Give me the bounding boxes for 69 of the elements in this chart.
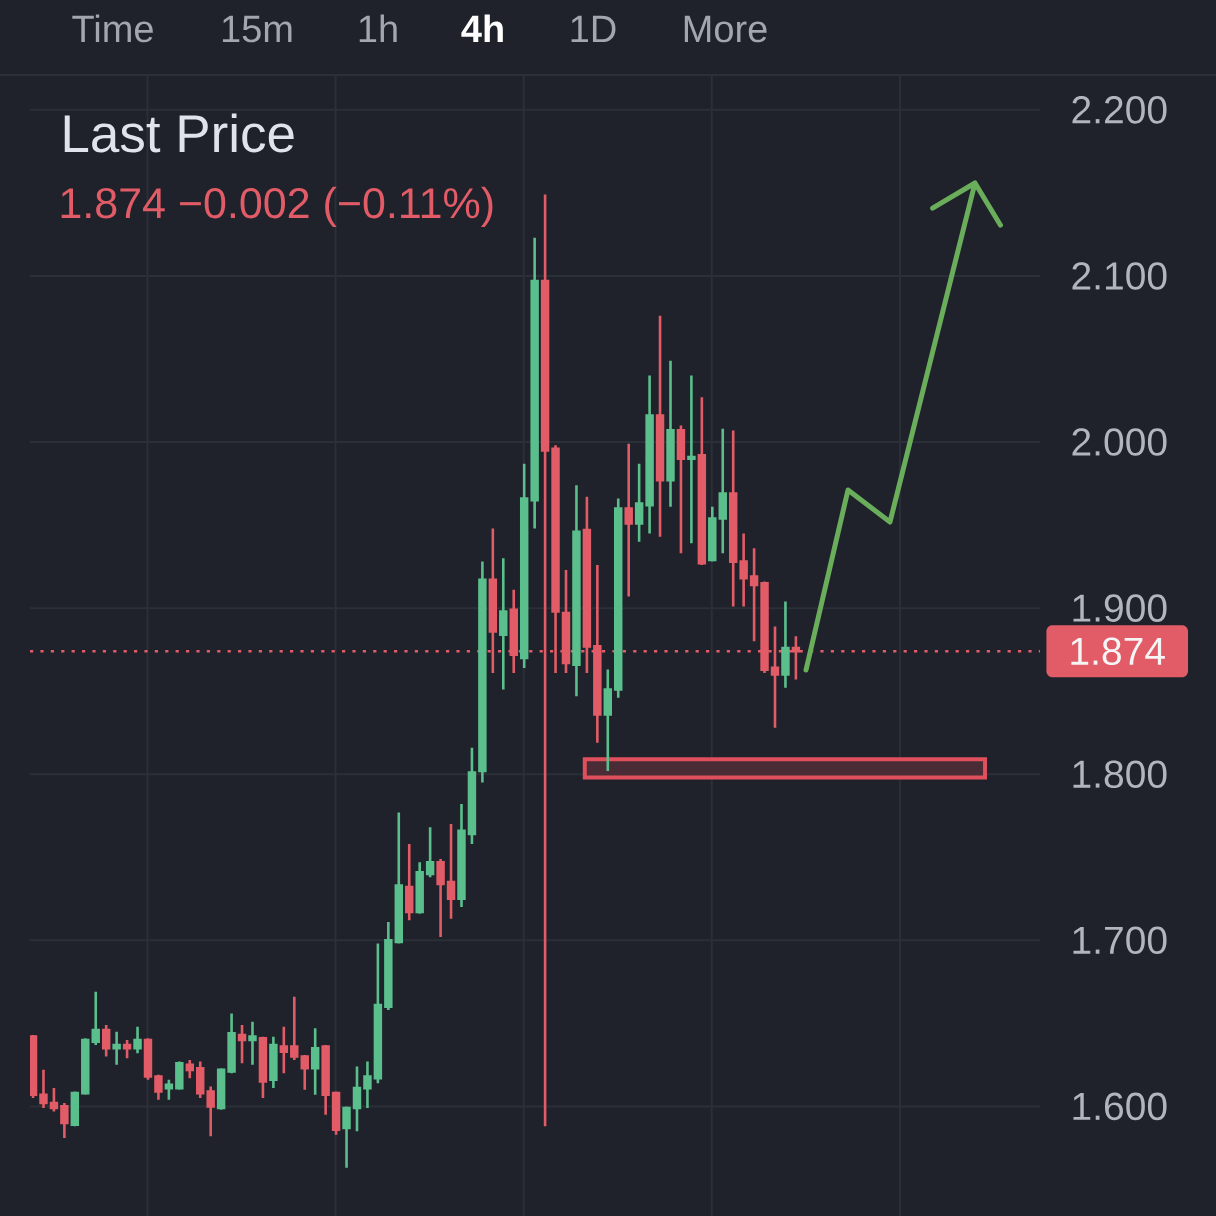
candlestick: [237, 1023, 247, 1065]
candlestick: [718, 427, 727, 555]
candlestick: [81, 1036, 90, 1097]
candlestick: [415, 860, 424, 916]
candlestick: [425, 826, 435, 879]
y-tick-label: 1.800: [1073, 760, 1167, 789]
candlestick: [185, 1058, 195, 1080]
candlestick: [60, 1101, 69, 1140]
candlestick: [175, 1060, 184, 1092]
text: 1D: [571, 15, 616, 42]
candlestick: [572, 483, 581, 698]
candlestick: [446, 822, 456, 921]
candlestick: [478, 560, 487, 784]
candlestick: [154, 1073, 163, 1102]
candlestick: [394, 811, 404, 945]
candlestick: [290, 995, 299, 1062]
candlestick: [279, 1025, 289, 1075]
y-tick-label: 1.600: [1073, 1092, 1167, 1121]
candlestick: [101, 1023, 111, 1058]
candlestick: [39, 1068, 48, 1110]
candlestick: [739, 532, 748, 608]
text: 15m: [222, 15, 292, 43]
candlestick: [645, 374, 654, 535]
candlestick: [164, 1078, 174, 1102]
candlestick: [655, 314, 665, 539]
candlestick: [603, 668, 613, 773]
candlestick: [676, 424, 686, 555]
candlestick: [206, 1085, 215, 1138]
candlestick: [269, 1035, 278, 1090]
candlestick: [310, 1027, 320, 1097]
candlestick: [112, 1030, 121, 1067]
candlestick: [749, 547, 759, 643]
text: 1h: [359, 14, 397, 42]
text: 4h: [461, 14, 503, 42]
text: Last Price: [64, 113, 294, 153]
candlestick: [384, 920, 393, 1012]
candlestick: [91, 990, 100, 1047]
text: 1.874 −0.002 (−0.11%): [61, 186, 493, 227]
candlestick: [342, 1105, 351, 1170]
candlestick: [49, 1086, 59, 1113]
candlestick: [321, 1043, 330, 1116]
candlestick: [122, 1038, 132, 1060]
candlestick: [405, 842, 414, 922]
candlestick: [770, 625, 780, 730]
candlestick: [728, 429, 738, 608]
candlestick: [499, 557, 508, 691]
ref-line-label: 1.874: [1071, 637, 1165, 666]
candlestick: [248, 1020, 257, 1067]
candlestick: [624, 442, 633, 598]
candlestick: [300, 1053, 309, 1092]
y-tick-label: 1.700: [1073, 926, 1167, 955]
candlestick: [457, 802, 466, 909]
candlestick: [781, 600, 790, 690]
y-tick-label: 2.100: [1072, 262, 1167, 290]
y-tick-label: 1.900: [1073, 594, 1167, 622]
candlestick: [666, 359, 675, 509]
text: More: [684, 15, 767, 43]
candlestick: [133, 1025, 142, 1055]
candlestick: [530, 236, 539, 530]
candlestick: [352, 1065, 362, 1133]
candlestick: [363, 1060, 372, 1110]
candlestick: [634, 462, 644, 543]
candlestick: [708, 505, 717, 563]
candlestick: [687, 374, 696, 545]
text: Time: [72, 14, 153, 43]
y-tick-label: 2.200: [1072, 96, 1167, 124]
candlestick: [227, 1012, 236, 1075]
candlestick: [436, 857, 445, 939]
y-tick-label: 2.000: [1072, 428, 1167, 456]
